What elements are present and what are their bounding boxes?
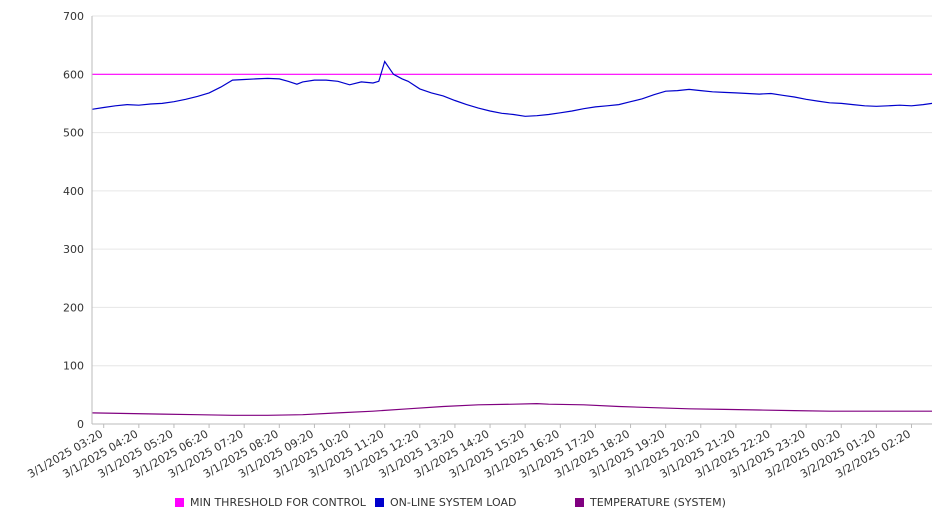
y-tick-label: 500 xyxy=(63,127,84,140)
series-lines xyxy=(91,60,933,416)
legend-item-system-load: ON-LINE SYSTEM LOAD xyxy=(375,496,516,509)
grid-lines xyxy=(92,15,932,367)
legend-item-temperature: TEMPERATURE (SYSTEM) xyxy=(575,496,726,509)
system-load-line xyxy=(91,60,933,117)
legend: MIN THRESHOLD FOR CONTROL ON-LINE SYSTEM… xyxy=(0,496,946,514)
y-tick-label: 400 xyxy=(63,185,84,198)
legend-label-system-load: ON-LINE SYSTEM LOAD xyxy=(390,496,517,509)
temperature-line xyxy=(91,402,932,416)
legend-swatch-system-load xyxy=(375,498,384,507)
y-tick-label: 600 xyxy=(63,68,84,81)
legend-item-threshold: MIN THRESHOLD FOR CONTROL xyxy=(175,496,366,509)
y-axis-ticks: 0 100 200 300 400 500 600 700 xyxy=(63,10,84,431)
y-tick-label: 700 xyxy=(63,10,84,23)
y-tick-label: 200 xyxy=(63,301,84,314)
x-axis-ticks: 3/1/2025 03:203/1/2025 04:203/1/2025 05:… xyxy=(25,424,913,481)
y-tick-label: 100 xyxy=(63,360,84,373)
legend-swatch-threshold xyxy=(175,498,184,507)
y-tick-label: 300 xyxy=(63,243,84,256)
legend-label-temperature: TEMPERATURE (SYSTEM) xyxy=(590,496,726,509)
y-tick-label: 0 xyxy=(77,418,84,431)
legend-swatch-temperature xyxy=(575,498,584,507)
legend-label-threshold: MIN THRESHOLD FOR CONTROL xyxy=(190,496,366,509)
